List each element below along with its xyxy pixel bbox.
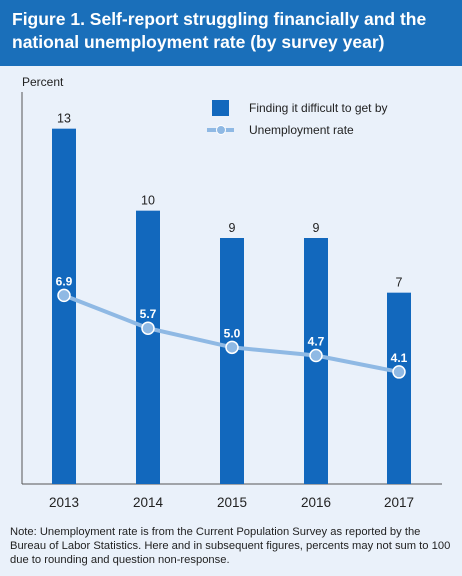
line-point-2016 [309, 348, 323, 363]
line-point-2015 [225, 340, 239, 355]
unemployment-line-group: 6.9 5.7 5.0 4.7 4.1 [56, 274, 408, 379]
bar-value-label-2013: 13 [57, 112, 71, 126]
legend-line-marker [216, 125, 226, 135]
figure-title: Figure 1. Self-report struggling financi… [12, 9, 427, 52]
bar-value-label-2016: 9 [313, 221, 320, 235]
line-value-label-2017: 4.1 [391, 351, 408, 365]
legend-line-label: Unemployment rate [249, 123, 354, 137]
bar-value-label-2014: 10 [141, 194, 155, 208]
legend-bar-label: Finding it difficult to get by [249, 101, 388, 115]
x-tick-2015: 2015 [217, 495, 247, 510]
bar-2013 [52, 128, 76, 484]
x-tick-2017: 2017 [384, 495, 414, 510]
line-value-label-2016: 4.7 [308, 335, 325, 349]
y-axis-label: Percent [22, 75, 64, 89]
figure-header: Figure 1. Self-report struggling financi… [0, 0, 462, 66]
x-tick-2014: 2014 [133, 495, 164, 510]
line-value-label-2014: 5.7 [140, 307, 157, 321]
line-point-2013 [57, 288, 71, 303]
figure-note: Note: Unemployment rate is from the Curr… [10, 526, 451, 566]
bar-value-label-2017: 7 [396, 276, 403, 290]
bar-value-label-2015: 9 [229, 221, 236, 235]
x-tick-2013: 2013 [49, 495, 79, 510]
bar-2014 [136, 210, 160, 484]
x-tick-labels: 2013 2014 2015 2016 2017 [49, 495, 414, 510]
chart: Percent 13 10 9 9 7 6.9 5.7 5.0 4.7 4.1 2013 2014… [21, 75, 442, 510]
bar-2015 [220, 238, 244, 484]
legend-bar-swatch [212, 100, 229, 116]
x-tick-2016: 2016 [301, 495, 331, 510]
line-value-label-2015: 5.0 [224, 326, 241, 340]
line-value-label-2013: 6.9 [56, 274, 73, 288]
bar-2017 [387, 292, 411, 484]
legend: Finding it difficult to get by Unemploym… [207, 100, 388, 137]
bars-group: 13 10 9 9 7 [52, 112, 411, 484]
line-point-2014 [141, 321, 155, 335]
line-point-2017 [392, 365, 406, 379]
